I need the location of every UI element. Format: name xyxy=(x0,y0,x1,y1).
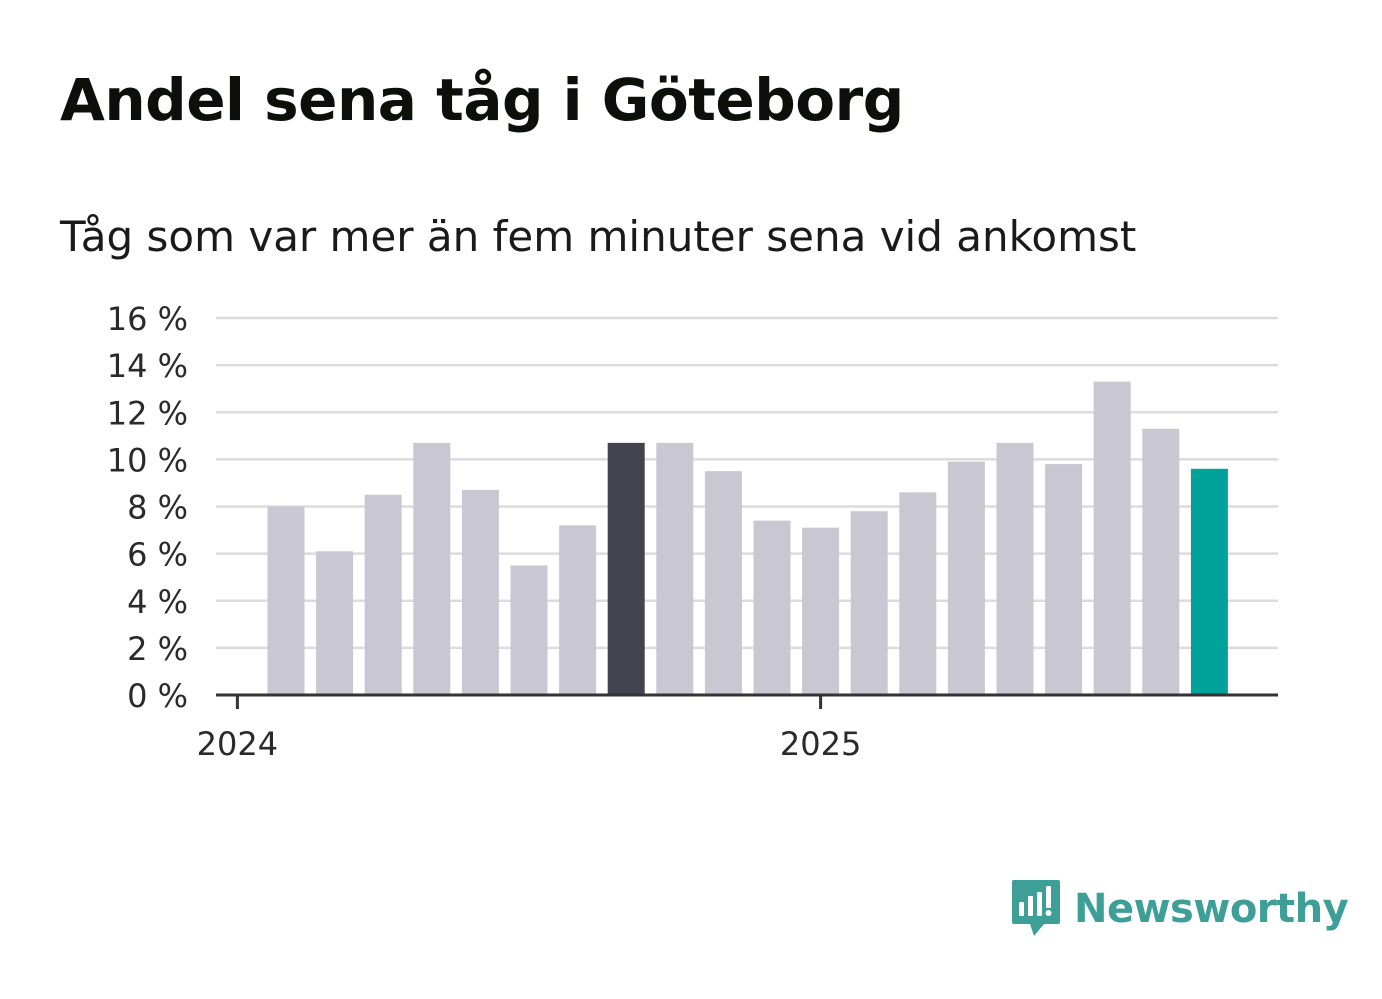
y-tick-label: 4 % xyxy=(127,583,188,621)
bar-2024-08 xyxy=(559,525,597,695)
bars xyxy=(267,381,1228,695)
y-tick-label: 6 % xyxy=(127,536,188,574)
x-tick-label: 2024 xyxy=(197,725,278,763)
y-tick-label: 8 % xyxy=(127,489,188,527)
bar-2024-04 xyxy=(364,494,402,695)
y-axis-labels: 0 % 2 % 4 % 6 % 8 % 10 % 12 % 14 % 16 % xyxy=(107,300,188,715)
bar-2024-07 xyxy=(510,565,548,695)
y-tick-label: 12 % xyxy=(107,394,188,432)
bar-2025-06 xyxy=(1045,464,1083,695)
bar-2024-10 xyxy=(656,442,694,695)
chart-subtitle: Tåg som var mer än fem minuter sena vid … xyxy=(60,212,1137,261)
bar-2024-06 xyxy=(461,490,499,695)
x-axis: 2024 2025 xyxy=(197,693,1278,763)
chart-title: Andel sena tåg i Göteborg xyxy=(60,66,904,134)
bar-2025-05 xyxy=(996,442,1034,695)
bar-2024-11 xyxy=(704,471,742,695)
bar-2025-01 xyxy=(802,527,840,695)
bar-2024-05 xyxy=(413,442,451,695)
bar-2025-03 xyxy=(899,492,937,695)
bar-2025-08 xyxy=(1142,428,1180,695)
x-tick-label: 2025 xyxy=(780,725,861,763)
brand-name: Newsworthy xyxy=(1074,886,1349,932)
newsworthy-logo: Newsworthy xyxy=(1010,878,1349,940)
bar-2025-02 xyxy=(850,511,888,695)
bar-2025-09 xyxy=(1190,468,1228,695)
bar-2024-12 xyxy=(753,520,791,695)
y-tick-label: 10 % xyxy=(107,441,188,479)
y-tick-label: 16 % xyxy=(107,300,188,338)
y-tick-label: 2 % xyxy=(127,630,188,668)
bar-2024-03 xyxy=(316,551,354,695)
bar-2025-07 xyxy=(1093,381,1131,695)
bar-2024-09 xyxy=(607,442,645,695)
y-tick-label: 14 % xyxy=(107,347,188,385)
bar-2025-04 xyxy=(947,461,985,695)
y-tick-label: 0 % xyxy=(127,677,188,715)
newsworthy-logo-icon xyxy=(1012,880,1060,936)
bar-2024-02 xyxy=(267,506,305,695)
